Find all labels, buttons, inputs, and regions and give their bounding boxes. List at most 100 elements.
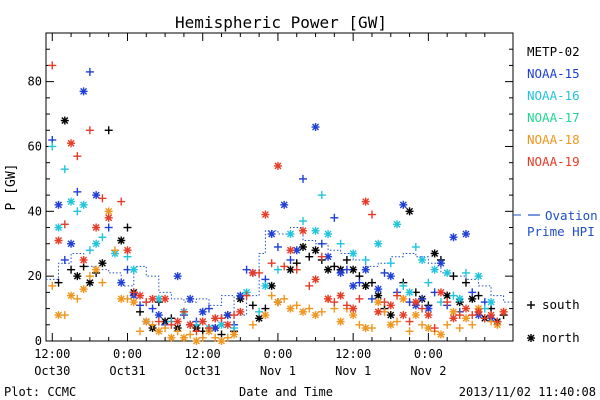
point-stroke [280,201,288,209]
data-point [474,272,483,281]
data-point [380,268,389,277]
data-point [430,249,439,258]
x-tick-label-time: 0:00 [414,347,443,361]
data-point [73,207,82,216]
point-stroke [274,298,282,306]
point-stroke [337,292,345,300]
data-point [393,317,402,326]
point-stroke [268,230,276,238]
symbol-legend-label: north [542,330,580,345]
data-point [405,327,414,336]
point-stroke [437,259,445,267]
point-stroke [374,308,382,316]
legend-entry: NOAA-17 [527,110,580,125]
data-point [110,246,119,255]
point-stroke [55,236,63,244]
data-point [468,288,477,297]
y-tick-label: 40 [28,204,42,218]
data-point [349,311,358,320]
data-point [311,123,320,132]
data-point [129,288,138,297]
data-point [367,324,376,333]
data-point [173,317,182,326]
data-point [117,278,126,287]
data-point [399,311,408,320]
data-point [311,275,320,284]
data-point [186,294,195,303]
point-stroke [105,207,113,215]
point-stroke [286,230,294,238]
point-stroke [255,314,263,322]
data-point [361,255,370,264]
data-point [136,301,145,310]
data-point [342,301,351,310]
data-point [361,197,370,206]
data-point [129,265,138,274]
point-stroke [192,337,200,345]
symbol-legend-marker [527,334,535,342]
x-tick-label-time: 12:00 [34,347,70,361]
plot-frame [45,32,514,342]
data-point [98,233,107,242]
point-stroke [67,198,75,206]
point-stroke [387,311,395,319]
point-stroke [186,295,194,303]
point-stroke [167,334,175,342]
point-stroke [211,324,219,332]
data-point [380,298,389,307]
point-stroke [431,266,439,274]
data-point [286,230,295,239]
x-axis-label: Date and Time [239,385,333,399]
data-point [217,337,226,345]
data-point [167,333,176,342]
point-stroke [362,198,370,206]
point-stroke [123,246,131,254]
ovation-prime-hpi-line [46,227,513,316]
data-point [361,324,370,333]
data-point [292,265,301,274]
data-point [204,304,213,313]
point-stroke [149,295,157,303]
data-point [104,213,113,222]
data-point [336,291,345,300]
data-point [299,217,308,226]
data-point [386,301,395,310]
point-stroke [299,308,307,316]
data-point [67,291,76,300]
point-stroke [374,285,382,293]
data-point [311,311,320,320]
data-point [311,226,320,235]
point-stroke [374,240,382,248]
data-point [405,288,414,297]
data-point [236,307,245,316]
data-point [73,152,82,161]
point-stroke [362,282,370,290]
y-tick-label: 60 [28,139,42,153]
legend-entry: NOAA-16 [527,88,580,103]
legend-entry: NOAA-18 [527,132,580,147]
point-stroke [418,256,426,264]
data-point [73,294,82,303]
data-point [299,174,308,183]
point-stroke [362,266,370,274]
point-stroke [387,272,395,280]
data-point [468,320,477,329]
data-point [54,223,63,232]
data-point [336,239,345,248]
data-point [60,116,69,125]
data-point [455,324,464,333]
point-stroke [443,292,451,300]
data-point [79,285,88,294]
point-stroke [218,337,226,345]
data-point [286,304,295,313]
data-point [92,223,101,232]
point-stroke [500,308,508,316]
point-stroke [230,331,238,339]
x-tick-label-date: Nov 1 [260,364,296,378]
data-point [173,272,182,281]
data-point [198,333,207,342]
point-stroke [92,224,100,232]
point-stroke [67,292,75,300]
point-stroke [86,279,94,287]
point-stroke [98,259,106,267]
